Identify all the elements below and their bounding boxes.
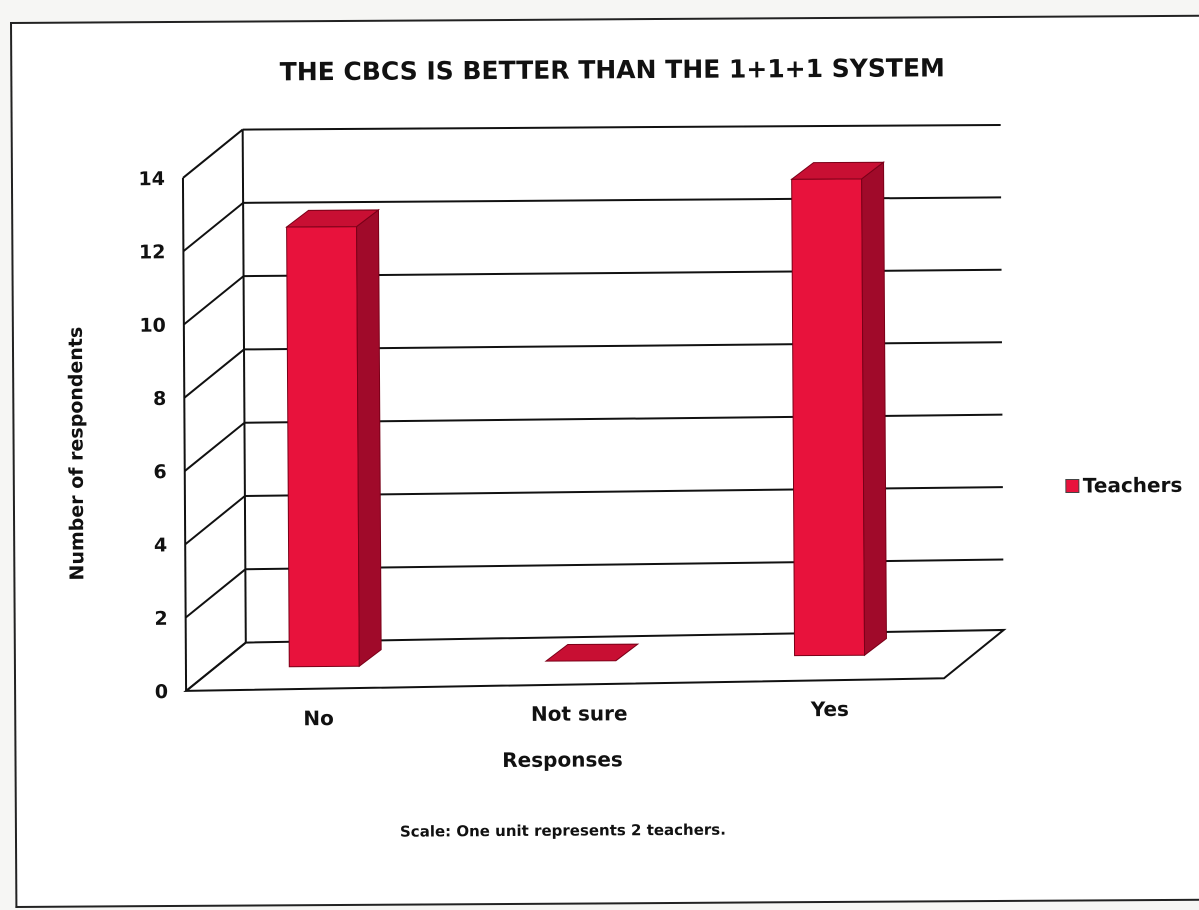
y-tick-label: 8 [153,388,166,410]
y-tick-label: 2 [154,608,167,630]
x-tick-label: Not sure [531,701,628,726]
y-axis-title: Number of respondents [65,327,89,581]
scale-note: Scale: One unit represents 2 teachers. [400,821,726,841]
gridline-12 [243,196,1002,204]
side-grid-4 [184,495,246,546]
legend-swatch-teachers [1065,478,1080,494]
x-tick-label: No [303,706,334,730]
y-tick-label: 4 [154,534,167,556]
side-grid-10 [183,275,245,326]
back-wall-left-edge [241,129,247,643]
bar-top-0 [285,209,380,228]
gridline-14 [242,123,1001,131]
y-tick-label: 6 [153,461,166,483]
chart-floor [183,628,1007,692]
side-grid-6 [184,421,246,472]
legend-label-teachers: Teachers [1083,473,1183,498]
bars-layer [285,161,887,668]
bar-side-0 [356,208,382,668]
bar-front-2 [791,178,866,657]
side-grid-2 [185,568,246,619]
x-tick-label: Yes [810,697,849,721]
chart-svg: 0 2 4 6 8 10 12 14 No Not sure Yes THE CBCS IS BET… [65,53,1183,841]
side-grid-12 [182,202,244,253]
y-axis-line [181,177,188,691]
bar-front-0 [286,226,360,668]
y-tick-label: 12 [139,241,166,263]
bar-flat-1 [544,643,640,662]
side-grid-8 [183,348,245,399]
y-tick-label: 0 [155,681,168,703]
chart-frame: 0 2 4 6 8 10 12 14 No Not sure Yes THE CBCS IS BET… [10,14,1199,908]
bar-top-2 [790,161,886,180]
labels-layer: 0 2 4 6 8 10 12 14 No Not sure Yes [138,168,849,730]
x-axis-title: Responses [502,747,623,772]
y-tick-label: 14 [138,168,165,190]
chart-title: THE CBCS IS BETTER THAN THE 1+1+1 SYSTEM [280,53,945,86]
bar-side-2 [861,161,887,657]
side-grid-14 [182,128,244,179]
y-tick-label: 10 [139,315,166,337]
